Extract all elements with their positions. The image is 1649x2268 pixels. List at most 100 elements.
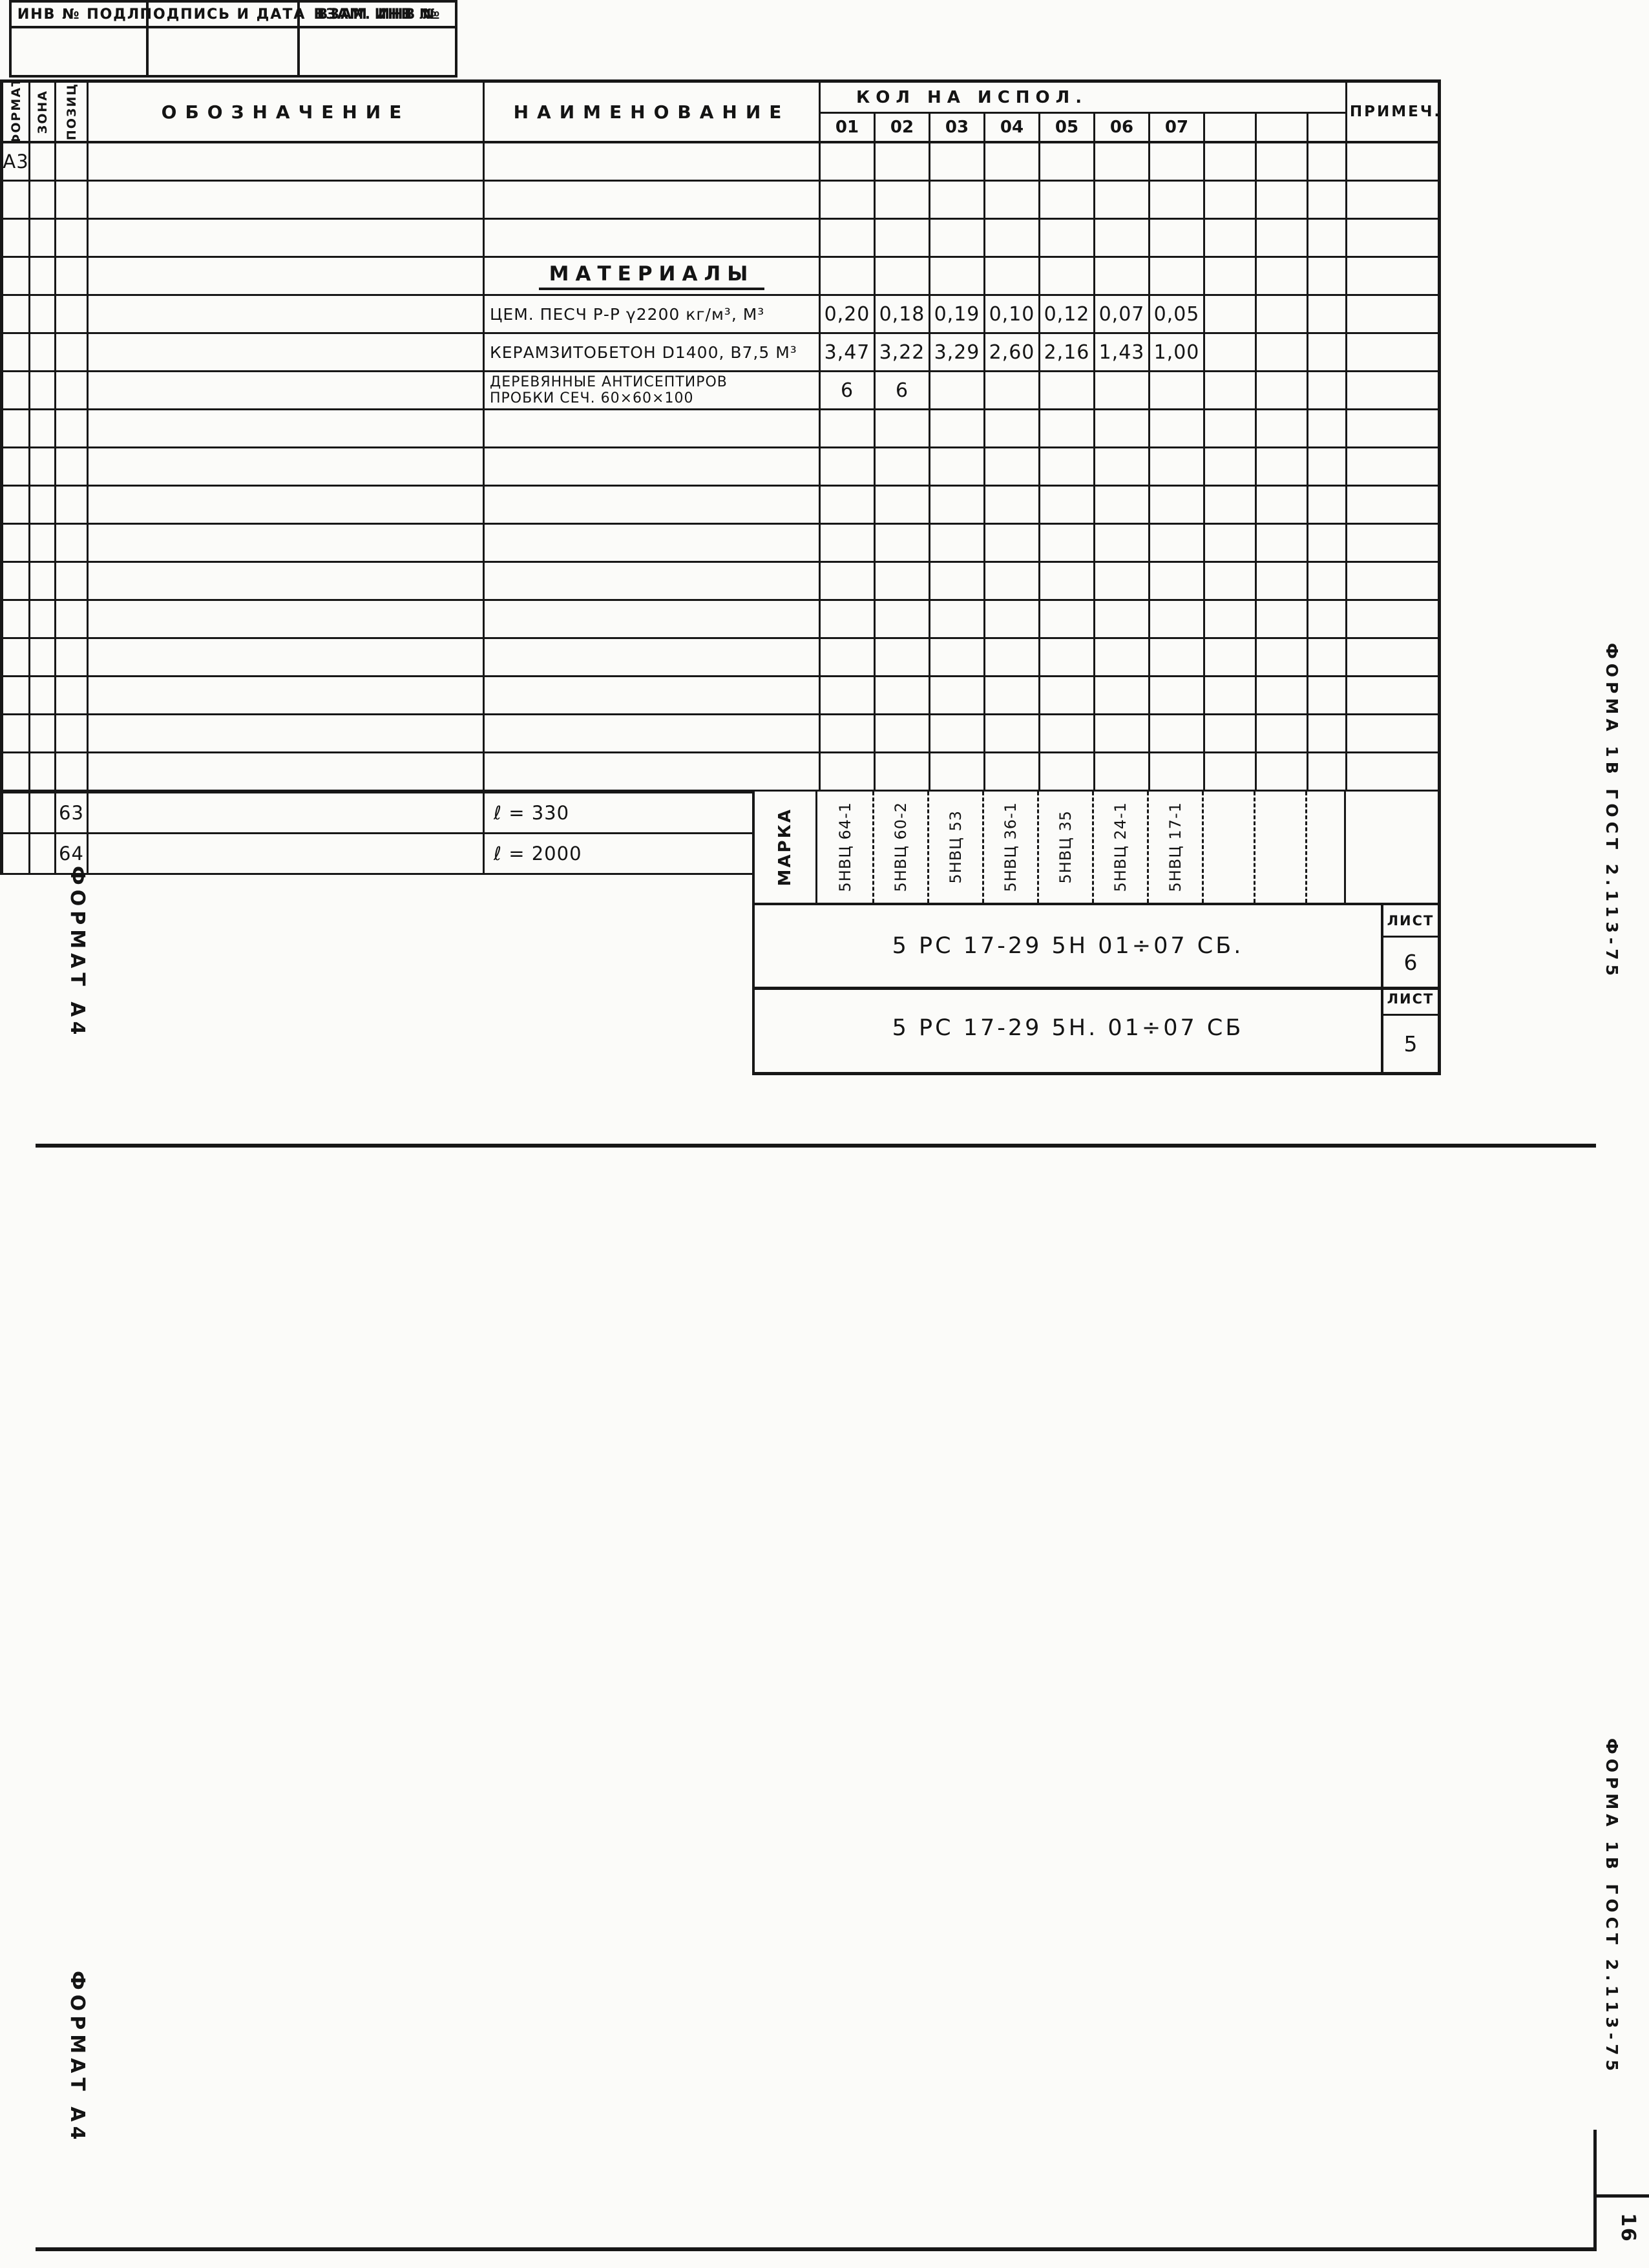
note-cell — [1347, 677, 1444, 713]
page-separator-line — [36, 1144, 1596, 1148]
name-cell — [485, 143, 821, 180]
brand-cell-empty — [1254, 792, 1305, 903]
table-row — [3, 182, 1438, 220]
qty-cell — [1308, 182, 1347, 218]
position-cell — [56, 372, 89, 408]
table-row — [3, 639, 1438, 677]
qty-cell — [1205, 601, 1257, 637]
qty-col-07: 07 — [1150, 114, 1205, 141]
table-row: ЦЕМ. ПЕСЧ Р-Р γ2200 кг/м³, М³ 0,20 0,18 … — [3, 296, 1438, 334]
format-cell — [3, 677, 30, 713]
inv-number-label: ИНВ № ПОДЛ — [12, 3, 149, 26]
qty-cell — [1205, 220, 1257, 256]
qty-cell — [1308, 601, 1347, 637]
table-row — [3, 563, 1438, 601]
qty-cell — [985, 258, 1040, 294]
qty-cell — [1308, 525, 1347, 561]
qty-cell — [930, 487, 985, 523]
qty-cell — [1095, 563, 1150, 599]
table-row — [3, 448, 1438, 487]
qty-cell — [1095, 753, 1150, 790]
brand-cell: 5НВЦ 24-1 — [1092, 792, 1147, 903]
qty-cell — [876, 677, 930, 713]
qty-cell — [1308, 563, 1347, 599]
brand-cell: 5НВЦ 17-1 — [1147, 792, 1202, 903]
replaced-inv-box — [300, 28, 455, 75]
table-row — [3, 487, 1438, 525]
note-cell — [1347, 601, 1444, 637]
qty-cell — [876, 143, 930, 180]
qty-cell — [985, 372, 1040, 408]
col-zone-header: ЗОНА — [30, 83, 56, 141]
qty-cell — [930, 258, 985, 294]
qty-cell — [1257, 525, 1308, 561]
name-cell: ДЕРЕВЯННЫЕ АНТИСЕПТИРОВ ПРОБКИ СЕЧ. 60×60… — [485, 372, 821, 408]
format-cell — [3, 334, 30, 370]
brand-cell: 5НВЦ 53 — [927, 792, 982, 903]
format-a4-label: ФОРМАТ А4 — [66, 866, 89, 1040]
qty-cell — [821, 258, 876, 294]
position-cell — [56, 677, 89, 713]
right-edge-tick — [1593, 2194, 1649, 2198]
qty-cell — [821, 182, 876, 218]
qty-cell — [876, 715, 930, 751]
format-cell — [3, 220, 30, 256]
qty-cell — [876, 525, 930, 561]
qty-cell — [985, 563, 1040, 599]
position-cell — [56, 182, 89, 218]
qty-cell — [1308, 143, 1347, 180]
brand-cell: 5НВЦ 60-2 — [872, 792, 927, 903]
qty-cell — [1095, 182, 1150, 218]
qty-cell — [1205, 448, 1257, 485]
qty-cell — [985, 448, 1040, 485]
position-cell — [56, 410, 89, 446]
note-cell — [1347, 715, 1444, 751]
qty-cell — [1257, 372, 1308, 408]
inv-number-box — [12, 28, 149, 75]
designation-cell — [89, 334, 485, 370]
designation-cell — [89, 182, 485, 218]
qty-cell — [1205, 715, 1257, 751]
qty-col-06: 06 — [1095, 114, 1150, 141]
qty-cell — [930, 525, 985, 561]
position-cell — [56, 639, 89, 675]
qty-cell — [821, 525, 876, 561]
qty-cell: 1,00 — [1150, 334, 1205, 370]
qty-cell — [876, 258, 930, 294]
qty-cell — [1308, 296, 1347, 332]
position-cell — [56, 487, 89, 523]
position-cell — [56, 753, 89, 790]
qty-cell — [1150, 563, 1205, 599]
zone-cell — [30, 372, 56, 408]
qty-cell — [1150, 677, 1205, 713]
qty-cell — [1308, 258, 1347, 294]
table-row — [3, 715, 1438, 753]
qty-cell — [1257, 487, 1308, 523]
qty-cell — [1205, 563, 1257, 599]
qty-cell — [821, 448, 876, 485]
qty-cell — [930, 753, 985, 790]
qty-cell — [1150, 753, 1205, 790]
designation-cell — [89, 715, 485, 751]
name-cell: КЕРАМЗИТОБЕТОН D1400, В7,5 М³ — [485, 334, 821, 370]
qty-cell — [1257, 410, 1308, 446]
qty-group-header: КОЛ НА ИСПОЛ. — [821, 83, 1347, 114]
table-row: КЕРАМЗИТОБЕТОН D1400, В7,5 М³ 3,47 3,22 … — [3, 334, 1438, 372]
qty-cell — [930, 601, 985, 637]
document-number: 5 РС 17-29 5Н. 01÷07 СБ — [755, 983, 1383, 1072]
format-cell — [3, 715, 30, 751]
qty-cell — [876, 639, 930, 675]
document-number: 5 РС 17-29 5Н 01÷07 СБ. — [755, 905, 1383, 987]
zone-cell — [30, 563, 56, 599]
replaced-inv-label: ВЗАМ ИНВ № — [317, 6, 438, 23]
qty-cell — [1150, 448, 1205, 485]
zone-cell — [30, 334, 56, 370]
qty-cell — [1040, 525, 1095, 561]
qty-cell — [1205, 372, 1257, 408]
name-cell — [485, 715, 821, 751]
note-cell — [1347, 563, 1444, 599]
qty-cell — [1257, 601, 1308, 637]
qty-cell — [876, 601, 930, 637]
qty-cell — [985, 410, 1040, 446]
qty-cell — [1257, 639, 1308, 675]
